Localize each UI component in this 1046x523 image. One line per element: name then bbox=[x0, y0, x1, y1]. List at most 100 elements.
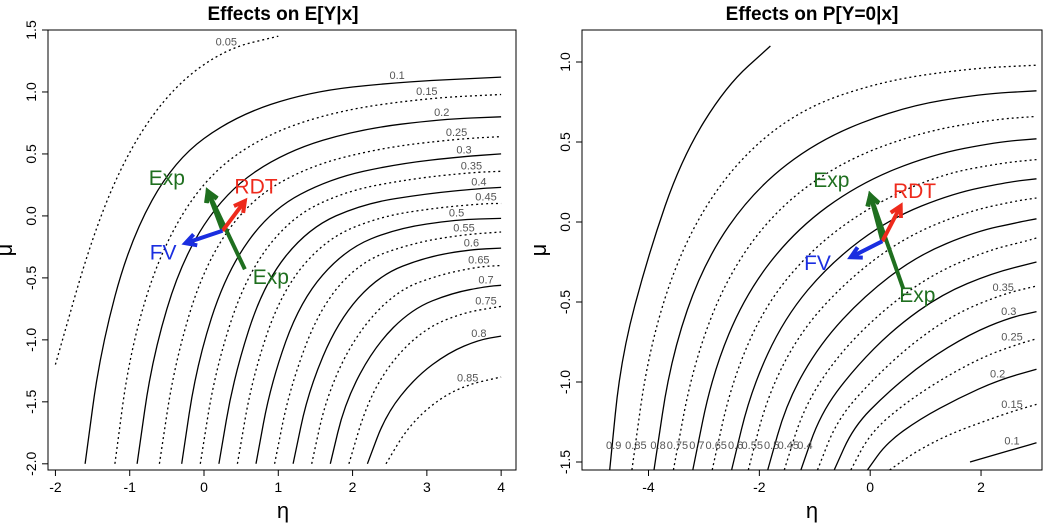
contour-label: 0.55 bbox=[453, 223, 474, 235]
contour-0-75 bbox=[348, 305, 502, 464]
arrow-fv bbox=[184, 228, 224, 246]
contour-label: 0.5 bbox=[764, 440, 779, 452]
contour-label: 0.25 bbox=[446, 127, 467, 139]
plot-frame bbox=[581, 29, 1043, 471]
contour-0-45 bbox=[236, 202, 502, 464]
arrow-fv bbox=[849, 239, 884, 259]
contour-0-8 bbox=[366, 335, 502, 465]
x-tick-label: -2 bbox=[753, 479, 766, 495]
y-tick-label: 0.0 bbox=[23, 206, 39, 226]
y-tick-label: 0.5 bbox=[23, 144, 39, 164]
contour-label: 0.2 bbox=[434, 107, 449, 119]
arrow-exp bbox=[205, 190, 225, 232]
contour-label: 0.15 bbox=[416, 86, 437, 98]
contour-label: 0.7 bbox=[689, 440, 704, 452]
contour-label: 0.75 bbox=[475, 296, 496, 308]
x-axis-label: η bbox=[806, 498, 818, 523]
x-tick-label: 2 bbox=[977, 479, 985, 495]
contour-0-4 bbox=[800, 261, 1037, 470]
contour-0-35 bbox=[199, 170, 502, 464]
contour-label: 0.4 bbox=[471, 177, 486, 189]
arrow-exp bbox=[868, 194, 885, 242]
y-tick-label: -1.0 bbox=[557, 370, 573, 394]
chart-title: Effects on P[Y=0|x] bbox=[726, 4, 899, 25]
y-axis-label: μ bbox=[526, 244, 551, 257]
arrow-rdt bbox=[880, 205, 903, 243]
contour-label: 0.5 bbox=[449, 208, 464, 220]
contour-0-7 bbox=[329, 284, 502, 464]
contour-label: 0.9 bbox=[606, 440, 621, 452]
contour-0-1 bbox=[84, 76, 502, 464]
y-tick-label: 1.0 bbox=[557, 52, 573, 72]
contour-label: 0.45 bbox=[475, 192, 496, 204]
contour-label: 0.85 bbox=[457, 372, 478, 384]
contour-label: 0.2 bbox=[990, 368, 1005, 380]
arrow-head-exp bbox=[204, 187, 219, 204]
plot-frame bbox=[47, 29, 517, 471]
x-tick-label: -1 bbox=[123, 479, 136, 495]
arrow-label-rdt: RDT bbox=[234, 176, 277, 199]
y-tick-label: -1.0 bbox=[23, 328, 39, 352]
contour-label: 0.35 bbox=[461, 161, 482, 173]
x-tick-label: 3 bbox=[423, 479, 431, 495]
contour-lines bbox=[54, 35, 502, 465]
chart-panel-1: Effects on E[Y|x] -2 -1 0 1 2 3 4 -2.0 -1.5 -1.0 -0… bbox=[0, 4, 517, 523]
contour-label: 0.7 bbox=[478, 275, 493, 287]
contour-label: 0.6 bbox=[464, 237, 479, 249]
contour-0-25 bbox=[158, 135, 502, 464]
contour-label: 0.25 bbox=[1001, 332, 1022, 344]
arrow-label-rdt: RDT bbox=[893, 180, 936, 203]
x-tick-label: 1 bbox=[274, 479, 282, 495]
x-tick-label: -4 bbox=[642, 479, 655, 495]
contour-0-2 bbox=[136, 116, 502, 464]
contour-label: 0.45 bbox=[778, 440, 799, 452]
contour-label: 0.75 bbox=[667, 440, 688, 452]
contour-label: 0.4 bbox=[797, 440, 812, 452]
contour-0-9 bbox=[609, 45, 771, 470]
contour-label: 0.8 bbox=[650, 440, 665, 452]
contour-0-3 bbox=[833, 310, 1037, 470]
x-tick-label: 2 bbox=[349, 479, 357, 495]
x-axis-label: η bbox=[277, 498, 289, 523]
contour-0-55 bbox=[273, 231, 502, 464]
contour-label: 0.05 bbox=[216, 37, 237, 49]
contour-label: 0.55 bbox=[742, 440, 763, 452]
contour-0-85 bbox=[631, 64, 1037, 470]
contour-0-5 bbox=[255, 217, 502, 464]
contour-0-85 bbox=[385, 376, 502, 465]
x-tick-label: 0 bbox=[866, 479, 874, 495]
y-tick-label: -1.5 bbox=[557, 450, 573, 474]
contour-0-05 bbox=[54, 35, 279, 365]
contour-label: 0.65 bbox=[706, 440, 727, 452]
contour-lines bbox=[609, 45, 1037, 470]
contour-0-5 bbox=[767, 218, 1037, 470]
contour-0-1 bbox=[969, 442, 1037, 463]
x-tick-label: -2 bbox=[49, 479, 62, 495]
arrow-label-exp: Exp bbox=[149, 167, 185, 190]
contour-label: 0.65 bbox=[468, 255, 489, 267]
arrow-rdt bbox=[220, 199, 247, 232]
contour-label: 0.85 bbox=[625, 440, 646, 452]
contour-0-6 bbox=[730, 178, 1037, 470]
contour-label: 0.15 bbox=[1001, 399, 1022, 411]
y-tick-label: -0.5 bbox=[23, 266, 39, 290]
y-tick-label: 0.5 bbox=[557, 132, 573, 152]
contour-label: 0.3 bbox=[1001, 306, 1016, 318]
contour-0-25 bbox=[850, 338, 1037, 470]
contour-0-6 bbox=[292, 247, 502, 464]
contour-0-45 bbox=[783, 237, 1037, 470]
y-tick-label: -1.5 bbox=[23, 390, 39, 414]
contour-0-65 bbox=[311, 264, 502, 464]
arrow-label-exp: Exp bbox=[899, 284, 935, 307]
contour-label: 0.8 bbox=[471, 328, 486, 340]
y-tick-label: -0.5 bbox=[557, 290, 573, 314]
contour-0-2 bbox=[866, 368, 1037, 470]
contour-0-4 bbox=[218, 186, 502, 464]
y-tick-label: 1.0 bbox=[23, 82, 39, 102]
chart-title: Effects on E[Y|x] bbox=[207, 4, 358, 25]
arrow-head-fv bbox=[181, 233, 198, 248]
contour-0-55 bbox=[747, 197, 1037, 470]
contour-0-65 bbox=[711, 158, 1037, 470]
arrow-head-rdt bbox=[889, 202, 903, 219]
